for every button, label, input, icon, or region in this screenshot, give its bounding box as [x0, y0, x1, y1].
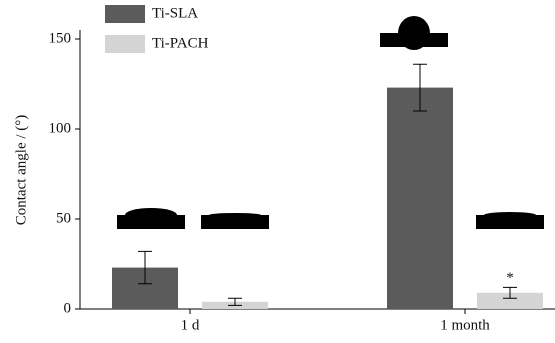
- y-tick-label: 0: [64, 300, 72, 316]
- annotation: *: [506, 270, 514, 286]
- droplet-image: [484, 212, 536, 218]
- legend-swatch: [105, 5, 145, 23]
- droplet-image: [398, 16, 430, 50]
- legend-label: Ti-SLA: [152, 5, 198, 21]
- y-axis-label: Contact angle / (°): [13, 115, 29, 226]
- y-tick-label: 50: [56, 210, 71, 226]
- legend-swatch: [105, 35, 145, 53]
- y-tick-label: 100: [49, 120, 72, 136]
- y-tick-label: 150: [49, 30, 72, 46]
- droplet-image: [209, 213, 261, 217]
- droplet-image: [125, 208, 177, 222]
- chart: Contact angle / (°) 0 50 100 150 1 d 1 month *…: [0, 0, 555, 338]
- bar: [387, 88, 453, 309]
- substrate-image: [201, 215, 269, 229]
- legend-label: Ti-PACH: [152, 35, 209, 51]
- x-tick-label: 1 month: [440, 317, 490, 333]
- x-tick-label: 1 d: [181, 317, 200, 333]
